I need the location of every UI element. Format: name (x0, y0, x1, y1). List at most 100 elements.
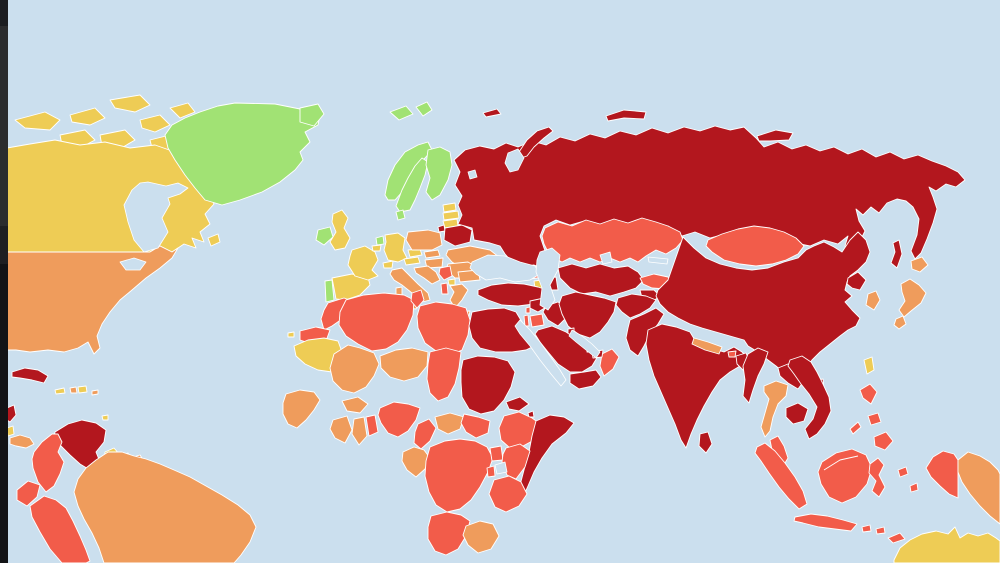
country-kazakhstan[interactable] (541, 217, 684, 263)
country-niger[interactable] (379, 347, 429, 382)
country-tanzania[interactable] (488, 475, 528, 513)
country-ireland[interactable] (315, 226, 334, 246)
country-philippines[interactable] (849, 383, 894, 451)
region-gabon-congo[interactable] (401, 446, 431, 478)
country-costa-rica[interactable] (6, 425, 15, 437)
left-bar-segment-top (0, 0, 8, 26)
country-iran[interactable] (558, 291, 617, 339)
country-austria[interactable] (403, 256, 421, 266)
country-indonesia[interactable] (754, 442, 959, 535)
country-portugal[interactable] (324, 279, 335, 303)
country-bhutan[interactable] (727, 350, 737, 358)
country-usa[interactable] (6, 245, 179, 355)
region-uzbekistan-turkmenistan[interactable] (557, 263, 645, 297)
country-papua-new-guinea[interactable] (957, 451, 1000, 525)
country-south-korea[interactable] (865, 290, 881, 311)
country-afghanistan[interactable] (615, 293, 657, 319)
country-greece[interactable] (449, 283, 469, 309)
country-panama[interactable] (9, 434, 35, 449)
country-israel[interactable] (523, 314, 530, 327)
country-russia[interactable] (453, 108, 966, 269)
country-greenland[interactable] (164, 102, 321, 206)
country-algeria[interactable] (338, 292, 415, 352)
country-sudan[interactable] (460, 355, 516, 415)
country-cameroon[interactable] (413, 418, 437, 450)
country-france[interactable] (347, 245, 379, 281)
country-oman[interactable] (599, 348, 620, 377)
country-djibouti[interactable] (527, 410, 535, 418)
country-mali[interactable] (329, 344, 380, 394)
country-hungary[interactable] (424, 257, 444, 269)
country-venezuela[interactable] (53, 419, 107, 471)
islands-canary[interactable] (287, 331, 295, 338)
country-burkina-faso[interactable] (341, 396, 369, 414)
country-central-african-republic[interactable] (434, 412, 465, 435)
black-sea (469, 254, 541, 283)
country-north-korea[interactable] (846, 271, 867, 291)
country-netherlands[interactable] (375, 235, 385, 246)
country-yemen[interactable] (569, 369, 602, 390)
region-senegal-guinea[interactable] (282, 389, 321, 429)
country-switzerland[interactable] (382, 260, 394, 269)
country-north-macedonia[interactable] (447, 278, 456, 286)
country-nepal[interactable] (691, 337, 723, 355)
country-latvia[interactable] (442, 210, 460, 221)
islands-svalbard[interactable] (389, 101, 433, 121)
island-timor[interactable] (887, 532, 906, 544)
country-drc[interactable] (424, 438, 494, 513)
country-puerto-rico[interactable] (91, 389, 99, 396)
country-sweden[interactable] (395, 157, 429, 213)
lake-balkhash (647, 256, 669, 265)
country-ecuador[interactable] (16, 480, 41, 507)
country-australia[interactable] (893, 526, 1000, 563)
country-belgium[interactable] (371, 244, 382, 252)
country-haiti[interactable] (69, 386, 78, 394)
country-poland[interactable] (405, 229, 443, 251)
region-togo-benin[interactable] (365, 414, 379, 437)
country-jamaica[interactable] (54, 387, 66, 395)
country-angola[interactable] (427, 511, 471, 556)
country-slovakia[interactable] (423, 249, 441, 259)
region-rwanda-burundi[interactable] (486, 465, 496, 478)
country-uganda[interactable] (489, 445, 504, 462)
country-japan[interactable] (893, 256, 929, 330)
lake-victoria (494, 461, 508, 475)
country-vietnam[interactable] (787, 355, 832, 440)
country-thailand[interactable] (760, 380, 789, 438)
country-libya[interactable] (416, 301, 471, 357)
country-estonia[interactable] (442, 202, 457, 213)
country-ghana[interactable] (351, 416, 368, 446)
country-taiwan[interactable] (863, 356, 875, 375)
country-peru[interactable] (29, 495, 91, 563)
country-zambia[interactable] (462, 520, 500, 554)
country-dominican-republic[interactable] (77, 385, 88, 394)
country-iceland[interactable] (299, 103, 325, 127)
country-eritrea[interactable] (505, 396, 530, 412)
country-mongolia[interactable] (705, 225, 805, 267)
region-western-balkans[interactable] (413, 265, 441, 285)
country-cambodia[interactable] (785, 402, 809, 425)
country-colombia[interactable] (31, 433, 65, 493)
country-united-kingdom[interactable] (329, 209, 351, 251)
country-nigeria[interactable] (377, 401, 421, 438)
country-myanmar[interactable] (742, 347, 769, 404)
country-brazil[interactable] (73, 451, 257, 563)
country-jordan[interactable] (529, 313, 545, 328)
country-egypt[interactable] (468, 307, 535, 353)
country-cuba[interactable] (11, 367, 49, 384)
country-serbia[interactable] (438, 265, 453, 281)
island-newfoundland[interactable] (207, 233, 221, 247)
country-chad[interactable] (426, 347, 462, 402)
country-denmark[interactable] (395, 209, 406, 221)
country-ivory-coast[interactable] (329, 415, 353, 444)
country-sri-lanka[interactable] (698, 431, 713, 454)
country-finland[interactable] (425, 146, 453, 201)
country-trinidad[interactable] (101, 414, 109, 421)
country-south-sudan[interactable] (460, 413, 491, 439)
country-germany[interactable] (383, 232, 408, 263)
country-china[interactable] (655, 231, 871, 379)
country-lebanon[interactable] (525, 306, 531, 314)
country-tunisia[interactable] (410, 289, 425, 309)
country-albania[interactable] (440, 282, 449, 295)
